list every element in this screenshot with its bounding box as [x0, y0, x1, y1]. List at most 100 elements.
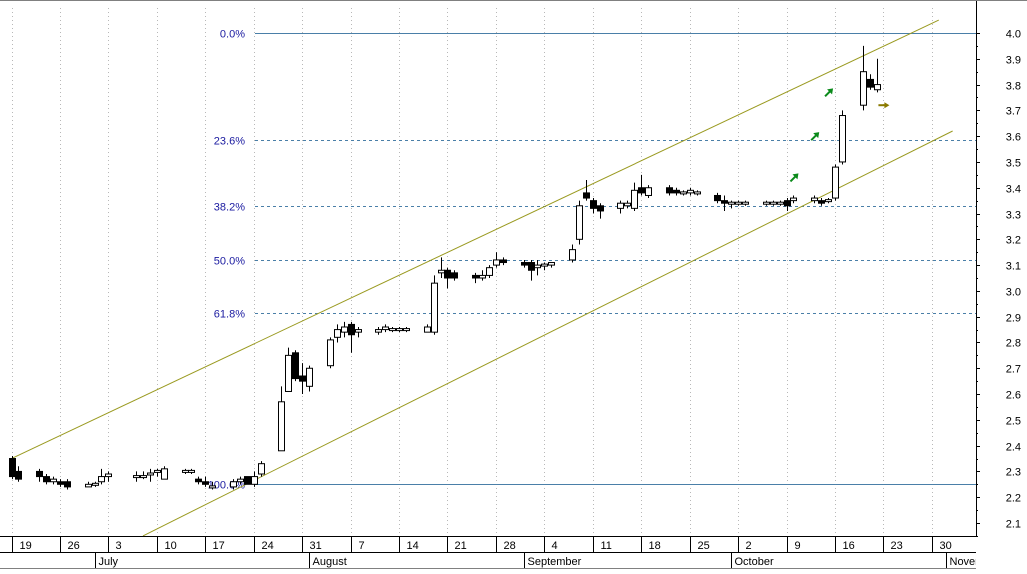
candle: [666, 185, 673, 196]
candle: [133, 471, 140, 482]
candle-body: [631, 189, 638, 209]
y-tick-label: 2.4: [1006, 442, 1021, 454]
candle: [714, 192, 721, 204]
y-tick-label: 3.5: [1006, 158, 1021, 170]
candle-body: [403, 328, 410, 332]
fib-level-label: 0.0%: [220, 29, 245, 41]
candle-body: [147, 472, 154, 476]
candle: [285, 347, 292, 392]
candle: [534, 259, 541, 276]
candle: [292, 350, 299, 382]
x-day-label: 17: [213, 540, 225, 552]
candle-body: [742, 201, 749, 205]
candle-body: [486, 267, 493, 276]
candle-body: [444, 269, 451, 279]
candle: [299, 363, 306, 395]
candle: [382, 324, 389, 333]
candle: [680, 190, 687, 196]
candle: [839, 110, 846, 165]
candle: [825, 198, 832, 204]
candle-body: [348, 323, 355, 336]
candle-body: [306, 367, 313, 387]
candle: [154, 468, 161, 477]
x-day-label: 14: [407, 540, 419, 552]
candle-body: [500, 259, 507, 264]
x-day-label: 19: [20, 540, 32, 552]
candle: [98, 468, 105, 485]
candle: [85, 481, 92, 488]
candle: [209, 481, 216, 490]
candle-body: [202, 481, 209, 485]
arrow-shaft: [789, 175, 797, 183]
candle: [694, 190, 701, 196]
candle: [617, 200, 624, 214]
candle: [140, 471, 147, 480]
x-day-label: 11: [601, 540, 612, 552]
candle-body: [451, 272, 458, 279]
annotations: [789, 88, 890, 183]
candle-body: [355, 329, 362, 333]
candle: [36, 468, 43, 482]
candle: [860, 45, 867, 111]
candle-body: [292, 352, 299, 380]
fibonacci-levels: 0.0%23.6%38.2%50.0%61.8%100.0%: [208, 29, 976, 492]
candle-body: [735, 201, 742, 205]
y-tick-label: 3.1: [1006, 261, 1021, 273]
y-tick-label: 2.5: [1006, 416, 1021, 428]
candle-body: [534, 264, 541, 269]
x-day-label: 23: [891, 540, 903, 552]
candle-body: [832, 166, 839, 199]
x-day-label: 7: [359, 540, 365, 552]
x-day-label: 3: [116, 540, 122, 552]
candle: [57, 479, 64, 487]
candle: [237, 476, 244, 485]
channel-line-upper: [11, 19, 939, 459]
candle-body: [763, 201, 770, 205]
candle-body: [285, 354, 292, 392]
x-day-label: 28: [504, 540, 516, 552]
candle: [195, 476, 202, 485]
y-tick-label: 3.8: [1006, 81, 1021, 93]
candle-body: [583, 192, 590, 199]
y-tick-label: 2.2: [1006, 493, 1021, 505]
candle-body: [617, 202, 624, 209]
candle: [389, 327, 396, 333]
candle: [638, 174, 645, 196]
candlesticks: [9, 45, 881, 490]
candle-body: [687, 189, 694, 194]
annotation-arrow-up-right: [789, 173, 799, 183]
candle: [334, 324, 341, 343]
candle: [202, 476, 209, 487]
candle: [348, 321, 355, 353]
y-tick-label: 3.0: [1006, 287, 1021, 299]
candle-body: [64, 481, 71, 488]
arrow-shaft: [824, 90, 831, 98]
y-axis-background: [976, 0, 1027, 574]
candle: [327, 337, 334, 369]
y-tick-label: 2.9: [1006, 313, 1021, 325]
candle: [673, 187, 680, 196]
candle-body: [867, 78, 874, 88]
candle-body: [278, 401, 285, 452]
arrow-shaft: [810, 134, 817, 141]
x-day-label: 21: [455, 540, 467, 552]
x-day-label: 18: [649, 540, 661, 552]
candle: [431, 275, 438, 335]
candle-body: [680, 191, 687, 195]
x-day-label: 4: [552, 540, 558, 552]
candle: [624, 200, 631, 209]
candle: [105, 471, 112, 482]
candle: [548, 262, 555, 268]
candle-body: [597, 205, 604, 212]
candle: [728, 200, 735, 209]
candle: [486, 265, 493, 278]
candle: [472, 272, 479, 284]
candle-body: [590, 200, 597, 209]
y-tick-label: 2.3: [1006, 467, 1021, 479]
y-tick-label: 2.7: [1006, 364, 1021, 376]
candle: [161, 466, 168, 480]
candle-body: [188, 469, 195, 473]
candle-body: [521, 262, 528, 266]
candle-body: [244, 476, 251, 485]
